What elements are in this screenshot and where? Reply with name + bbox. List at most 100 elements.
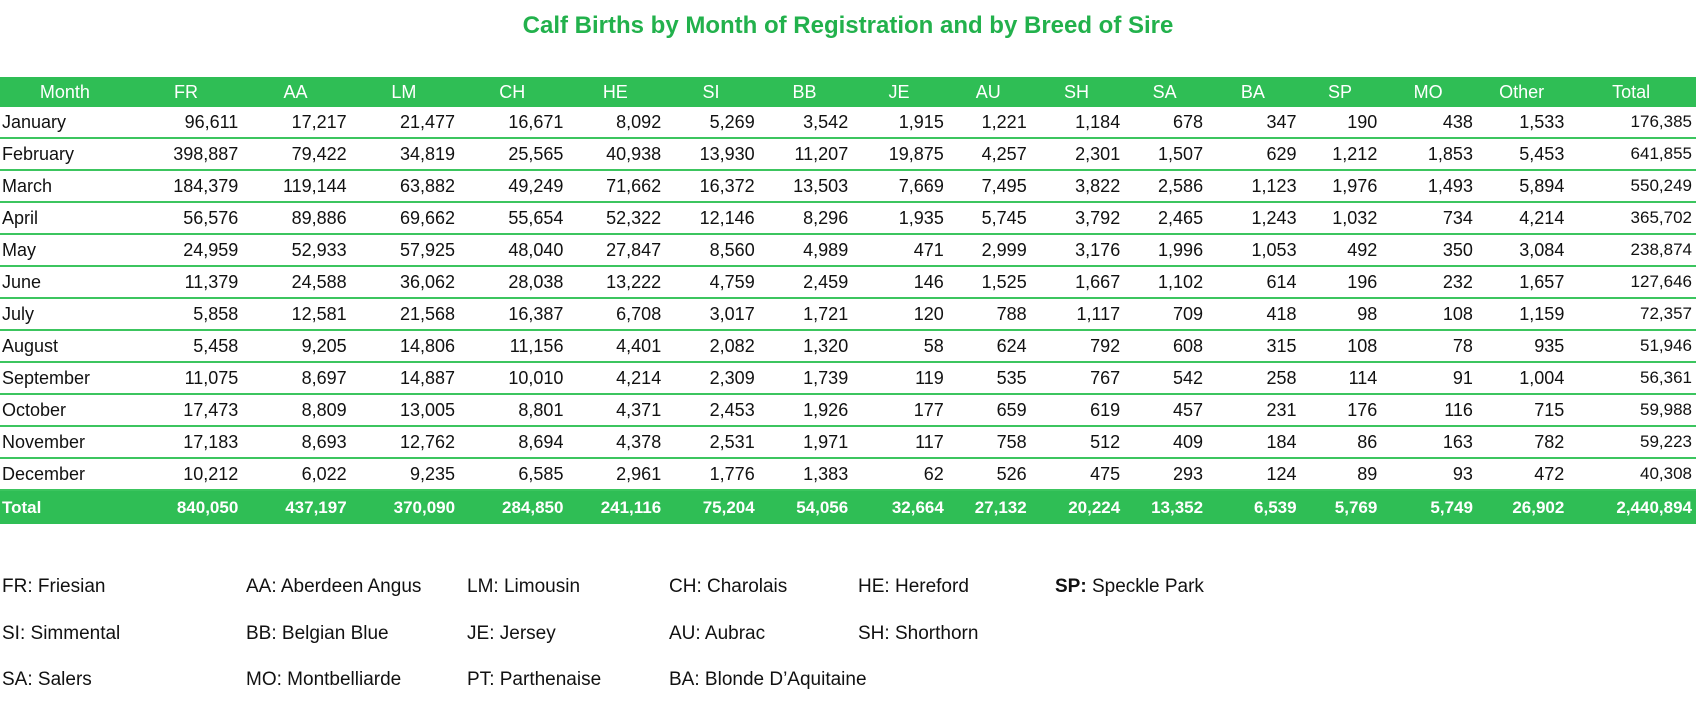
row-month-label: December (2, 463, 86, 484)
table-row: October 17,473 8,809 13,005 8,801 4,371 2,453 1… (0, 394, 1696, 426)
table-cell: 1,159 (1519, 303, 1565, 324)
column-header: JE (888, 81, 910, 102)
table-cell: 17,217 (291, 111, 347, 132)
table-cell: 734 (1442, 207, 1473, 228)
table-cell: 409 (1173, 431, 1204, 452)
table-cell: 78 (1452, 335, 1473, 356)
table-row: January 96,611 17,217 21,477 16,671 8,092 5,26… (0, 107, 1696, 138)
table-cell: 25,565 (508, 143, 564, 164)
table-cell: 4,378 (616, 431, 662, 452)
legend-code: FR (2, 576, 28, 597)
table-cell: 1,004 (1519, 367, 1565, 388)
legend-name: Jersey (499, 623, 556, 644)
table-cell: 89,886 (291, 207, 347, 228)
table-cell: 52,322 (606, 207, 662, 228)
table-cell: 1,212 (1332, 143, 1378, 164)
table-cell: 1,776 (709, 463, 755, 484)
table-cell: 119,144 (282, 175, 347, 196)
table-cell: 238,874 (1630, 240, 1692, 259)
column-header: HE (602, 81, 628, 102)
table-cell: 1,493 (1427, 175, 1473, 196)
table-cell: 2,531 (709, 431, 755, 452)
table-cell: 93 (1452, 463, 1473, 484)
table-cell: 231 (1266, 399, 1297, 420)
table-cell: 526 (996, 463, 1027, 484)
table-cell: 535 (996, 367, 1027, 388)
table-row: July 5,858 12,581 21,568 16,387 6,708 3,017 1,7… (0, 298, 1696, 330)
legend-code: SA (2, 669, 28, 690)
column-header: MO (1413, 81, 1443, 102)
column-header: SH (1063, 81, 1089, 102)
table-cell: 11,379 (184, 271, 239, 292)
table-cell: 1,739 (803, 367, 849, 388)
legend-code: AU (669, 623, 696, 644)
legend-item: MO: Montbelliarde (246, 669, 402, 690)
table-cell: 788 (996, 303, 1027, 324)
legend-name: Hereford (894, 576, 969, 597)
row-month-label: September (2, 367, 91, 388)
table-cell: 6,708 (616, 303, 662, 324)
row-month-label: April (2, 207, 39, 228)
legend-item: AA: Aberdeen Angus (246, 576, 422, 597)
table-cell: 418 (1266, 303, 1297, 324)
table-cell: 2,459 (803, 271, 849, 292)
table-cell: 709 (1173, 303, 1204, 324)
table-cell: 4,257 (981, 143, 1027, 164)
total-cell: 13,352 (1151, 497, 1204, 517)
legend-name: Friesian (37, 576, 106, 597)
column-header: SP (1327, 81, 1352, 102)
column-header: Total (1612, 81, 1651, 102)
table-cell: 1,123 (1251, 175, 1297, 196)
column-header: AU (975, 81, 1001, 102)
table-cell: 7,669 (898, 175, 944, 196)
table-cell: 71,662 (606, 175, 662, 196)
table-cell: 5,269 (709, 111, 755, 132)
table-cell: 11,075 (184, 367, 239, 388)
table-cell: 8,697 (301, 367, 347, 388)
table-cell: 40,938 (606, 143, 662, 164)
legend-name: Aubrac (704, 623, 766, 644)
table-cell: 792 (1090, 335, 1121, 356)
table-cell: 120 (913, 303, 944, 324)
total-cell: 54,056 (796, 497, 849, 517)
table-cell: 6,022 (301, 463, 347, 484)
page-title: Calf Births by Month of Registration and… (522, 12, 1174, 39)
table-cell: 767 (1090, 367, 1121, 388)
table-cell: 629 (1266, 143, 1297, 164)
table-cell: 641,855 (1630, 144, 1692, 163)
table-cell: 12,581 (291, 303, 347, 324)
table-cell: 190 (1347, 111, 1378, 132)
table-cell: 758 (996, 431, 1027, 452)
table-body: January 96,611 17,217 21,477 16,671 8,092 5,26… (0, 107, 1696, 490)
table-cell: 365,702 (1630, 208, 1692, 227)
table-cell: 3,084 (1519, 239, 1565, 260)
legend-item: SI: Simmental (2, 623, 121, 644)
table-cell: 492 (1347, 239, 1378, 260)
table-cell: 34,819 (400, 143, 456, 164)
table-cell: 184 (1266, 431, 1297, 452)
table-cell: 14,806 (400, 335, 456, 356)
table-row: March 184,379 119,144 63,882 49,249 71,662 16,… (0, 170, 1696, 202)
table-cell: 457 (1173, 399, 1204, 420)
legend-code: JE (467, 623, 490, 644)
legend-code: HE (858, 576, 885, 597)
total-cell: 20,224 (1068, 497, 1121, 517)
table-cell: 619 (1090, 399, 1121, 420)
table-cell: 1,996 (1158, 239, 1204, 260)
legend-item: SP: Speckle Park (1055, 576, 1204, 598)
column-header: FR (174, 81, 199, 102)
legend-item: FR: Friesian (2, 576, 106, 597)
column-header: LM (391, 81, 417, 102)
table-cell: 232 (1442, 271, 1473, 292)
table-cell: 51,946 (1640, 336, 1692, 355)
table-cell: 3,792 (1075, 207, 1121, 228)
table-cell: 13,930 (699, 143, 755, 164)
legend-code: BA (669, 669, 695, 690)
total-cell: 32,664 (891, 497, 944, 517)
table-row: December 10,212 6,022 9,235 6,585 2,961 1,776 1… (0, 458, 1696, 490)
table-cell: 72,357 (1640, 304, 1692, 323)
table-cell: 1,102 (1158, 271, 1204, 292)
table-cell: 48,040 (508, 239, 564, 260)
table-cell: 59,988 (1640, 400, 1692, 419)
table-cell: 1,117 (1076, 303, 1121, 324)
